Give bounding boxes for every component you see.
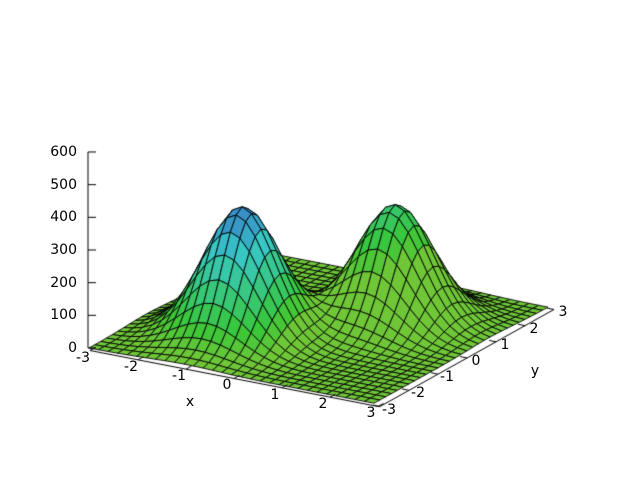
y-tick-label: 1 xyxy=(500,336,510,353)
x-tick-label: 2 xyxy=(318,396,328,413)
z-tick-label: 0 xyxy=(68,340,77,356)
y-axis-title: y xyxy=(530,363,540,379)
x-tick-label: 0 xyxy=(222,377,232,394)
y-tick-label: 2 xyxy=(529,320,539,337)
y-tick-label: -3 xyxy=(382,401,396,418)
y-tick-label: 0 xyxy=(471,352,481,369)
y-tick-label: -2 xyxy=(411,385,425,402)
x-tick-label: -3 xyxy=(76,349,90,366)
x-tick-label: 1 xyxy=(270,386,280,403)
z-tick-label: 500 xyxy=(50,176,77,193)
x-axis-title: x xyxy=(185,394,195,410)
z-tick-label: 400 xyxy=(50,209,77,226)
z-tick-label: 600 xyxy=(50,143,77,160)
z-tick-label: 200 xyxy=(50,274,77,291)
x-tick-label: 3 xyxy=(366,405,376,422)
x-tick-label: -1 xyxy=(172,368,186,385)
y-tick-label: -1 xyxy=(440,369,454,386)
x-tick-label: -2 xyxy=(124,358,138,375)
z-tick-label: 100 xyxy=(50,307,77,324)
y-tick-label: 3 xyxy=(558,304,568,321)
z-tick-label: 300 xyxy=(50,241,77,258)
